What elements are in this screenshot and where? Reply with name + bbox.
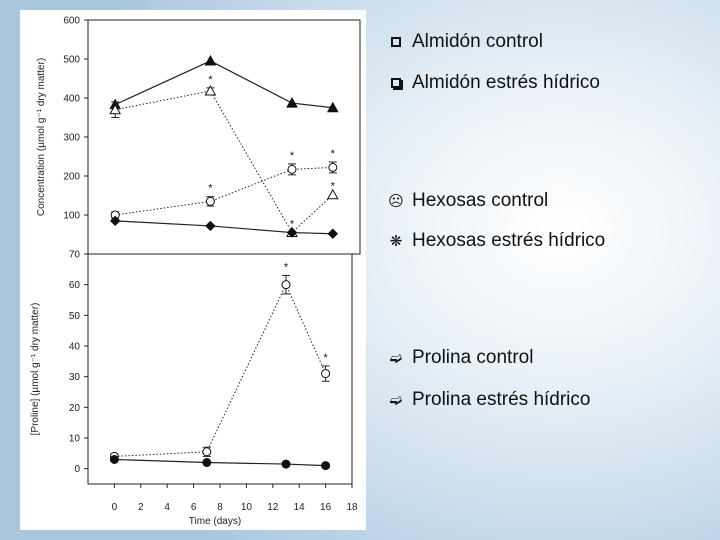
data-point [281,459,291,469]
y-tick-label: 40 [69,342,81,353]
y-tick-label: 30 [69,372,81,383]
y-tick-label: 200 [63,172,80,183]
legend-label: Hexosas control [412,190,549,211]
data-point [327,228,339,239]
smiley-icon: ☹ [388,192,404,210]
y-tick-label: 400 [63,94,80,105]
data-point [202,447,212,457]
y-tick-label: 70 [69,250,81,261]
plot-frame [87,19,361,255]
data-point [205,196,215,206]
significance-star: * [290,150,295,162]
legend-label: Prolina estrés hídrico [412,389,591,410]
data-point [328,162,338,172]
legend-item-almidon-control: Almidón control [386,31,543,53]
data-point [202,458,212,468]
significance-star: * [290,219,295,231]
significance-star: * [331,148,336,160]
series-line [115,220,333,235]
data-point [204,84,217,96]
x-tick-label: 2 [138,502,144,513]
y-tick-label: 20 [69,403,81,414]
square-outline-icon [386,33,406,51]
legend-item-prolina-control: ➫ Prolina control [386,347,534,369]
y-tick-label: 10 [69,434,81,445]
significance-star: * [323,352,328,364]
data-point [326,188,339,200]
series-line [115,166,333,216]
plot-frame [87,253,353,485]
legend-label: Prolina control [412,347,534,368]
x-tick-label: 12 [267,502,279,513]
y-tick-label: 100 [63,211,80,222]
legend-item-hexosas-control: ☹ Hexosas control [386,190,548,212]
data-point [204,54,217,66]
y-axis-label: Concentration (µmol g⁻¹ dry matter) [36,58,47,216]
y-axis-label: [Proline] (µmol g⁻¹ dry matter) [30,303,41,436]
y-tick-label: 0 [74,464,80,475]
x-axis-label: Time (days) [189,516,241,527]
data-point [281,280,291,290]
series-line [114,60,333,109]
legend: Almidón control Almidón estrés hídrico ☹… [386,0,716,540]
series-line [115,90,334,234]
y-tick-label: 300 [63,133,80,144]
square-shadow-icon [386,74,406,92]
x-tick-label: 16 [320,502,332,513]
x-tick-label: 8 [217,502,223,513]
y-tick-label: 50 [69,311,81,322]
significance-star: * [331,181,336,193]
y-tick-label: 500 [63,55,80,66]
right-arrow-icon: ➫ [389,391,403,409]
x-tick-label: 10 [241,502,253,513]
y-tick-label: 60 [69,280,81,291]
right-arrow-icon: ➫ [389,349,403,367]
x-tick-label: 18 [346,502,358,513]
legend-label: Almidón control [412,31,543,52]
data-point [205,220,216,232]
x-tick-label: 4 [164,502,170,513]
data-point [109,103,122,115]
y-tick-label: 600 [63,16,80,27]
x-tick-label: 0 [112,502,118,513]
series-line [114,458,326,467]
data-point [286,97,298,108]
asterisk-flower-icon: ❋ [389,232,403,250]
figure-card: 100 200 300 400 500 600 Concentration (µmol g⁻… [20,10,366,530]
data-point [321,461,331,471]
x-tick-label: 6 [191,502,197,513]
data-point [326,101,339,113]
significance-star: * [208,183,213,195]
data-point [109,215,121,227]
series-line [114,283,327,457]
legend-label: Hexosas estrés hídrico [412,230,606,251]
data-point [286,227,298,238]
legend-label: Almidón estrés hídrico [412,72,600,93]
legend-item-prolina-estres: ➫ Prolina estrés hídrico [386,389,591,411]
legend-item-hexosas-estres: ❋ Hexosas estrés hídrico [386,230,606,252]
significance-star: * [284,261,289,273]
data-point [287,164,297,174]
x-tick-label: 14 [294,502,306,513]
legend-item-almidon-estres: Almidón estrés hídrico [386,72,600,94]
data-point [321,369,331,379]
data-point [109,454,119,464]
significance-star: * [208,74,213,86]
